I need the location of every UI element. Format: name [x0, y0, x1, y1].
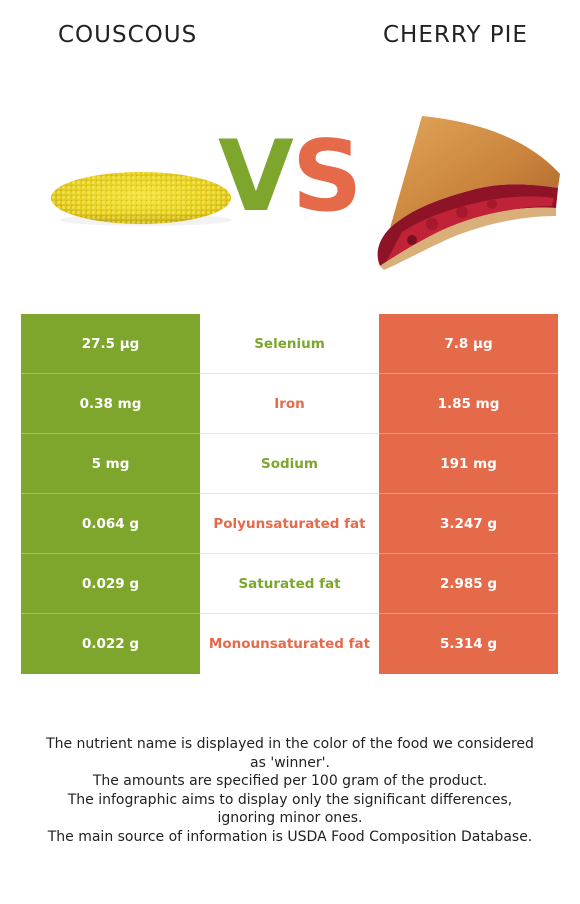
left-value: 0.064 g	[21, 494, 200, 554]
footer-notes: The nutrient name is displayed in the co…	[40, 735, 540, 846]
right-value: 7.8 µg	[379, 314, 558, 374]
left-food-title: COUSCOUS	[58, 22, 198, 48]
left-value: 0.022 g	[21, 614, 200, 674]
table-row: 5 mg Sodium 191 mg	[21, 434, 558, 494]
nutrient-name: Monounsaturated fat	[200, 614, 379, 674]
footer-note-1: The nutrient name is displayed in the co…	[46, 736, 534, 771]
table-row: 0.022 g Monounsaturated fat 5.314 g	[21, 614, 558, 674]
comparison-table: 27.5 µg Selenium 7.8 µg 0.38 mg Iron 1.85 mg 5…	[21, 314, 558, 674]
right-value: 1.85 mg	[379, 374, 558, 434]
table-row: 27.5 µg Selenium 7.8 µg	[21, 314, 558, 374]
nutrient-name: Sodium	[200, 434, 379, 494]
nutrient-name: Iron	[200, 374, 379, 434]
left-value: 27.5 µg	[21, 314, 200, 374]
vs-label: VS	[218, 128, 362, 226]
table-row: 0.029 g Saturated fat 2.985 g	[21, 554, 558, 614]
nutrient-name: Saturated fat	[200, 554, 379, 614]
right-value: 5.314 g	[379, 614, 558, 674]
nutrient-name: Selenium	[200, 314, 379, 374]
vs-s: S	[291, 120, 363, 234]
cherry-pie-image	[377, 116, 560, 270]
nutrient-name: Polyunsaturated fat	[200, 494, 379, 554]
table-row: 0.38 mg Iron 1.85 mg	[21, 374, 558, 434]
footer-note-4: The main source of information is USDA F…	[47, 828, 533, 845]
right-value: 3.247 g	[379, 494, 558, 554]
left-value: 0.029 g	[21, 554, 200, 614]
right-food-title: CHERRY PIE	[383, 22, 528, 48]
footer-note-2: The amounts are specified per 100 gram o…	[92, 773, 488, 789]
right-value: 191 mg	[379, 434, 558, 494]
right-value: 2.985 g	[379, 554, 558, 614]
left-value: 0.38 mg	[21, 374, 200, 434]
couscous-image	[51, 172, 232, 226]
left-value: 5 mg	[21, 434, 200, 494]
table-row: 0.064 g Polyunsaturated fat 3.247 g	[21, 494, 558, 554]
vs-v: V	[218, 120, 294, 234]
footer-note-3: The infographic aims to display only the…	[67, 791, 513, 827]
